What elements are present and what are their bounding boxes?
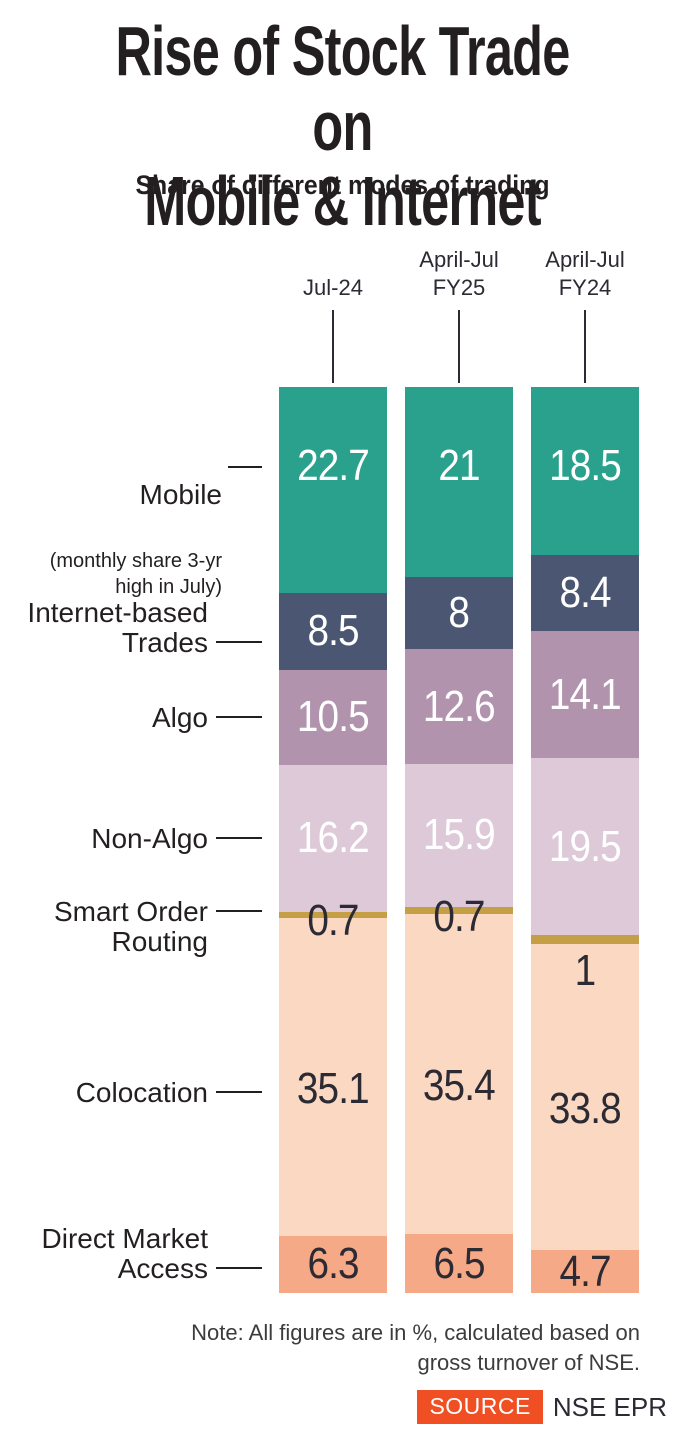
source-badge: SOURCE <box>417 1390 543 1424</box>
bar-segment: 19.5 <box>531 758 639 936</box>
bar-segment: 14.1 <box>531 630 639 759</box>
page-title: Rise of Stock Trade on Mobile & Internet <box>115 12 570 240</box>
bar-column-2: 18.5 8.4 14.1 19.5 1 33.8 4.7 <box>531 387 639 1293</box>
bar-value-label: 4.7 <box>559 1246 611 1296</box>
bar-value-label: 10.5 <box>297 692 370 742</box>
bar-value-label: 35.1 <box>297 1063 370 1113</box>
category-label-smart-order-routing: Smart Order Routing <box>53 896 208 957</box>
category-label-mobile: Mobile (monthly share 3-yr high in July) <box>50 450 222 630</box>
bar-segment: 33.8 <box>531 944 639 1251</box>
bar-value-label: 8.4 <box>559 567 611 617</box>
category-note: (monthly share 3-yr high in July) <box>49 550 222 598</box>
connector-line-direct-market-access <box>216 1267 262 1269</box>
header-tick-line <box>458 310 460 383</box>
bar-segment: 8.4 <box>531 554 639 631</box>
bar-segment: 18.5 <box>531 387 639 555</box>
bar-segment: 6.5 <box>405 1234 513 1294</box>
category-name: Mobile <box>139 479 222 510</box>
footnote: Note: All figures are in %, calculated b… <box>191 1320 640 1375</box>
bar-value-label: 16.2 <box>297 813 370 863</box>
bar-segment: 0.7 <box>279 898 387 942</box>
bar-value-label: 6.3 <box>307 1239 359 1289</box>
bar-value-label: 33.8 <box>549 1084 622 1134</box>
bar-segment: 35.1 <box>279 917 387 1236</box>
bar-segment: 8 <box>405 577 513 650</box>
column-header-jul-24: Jul-24 <box>303 275 363 300</box>
bar-segment: 1 <box>531 935 639 992</box>
bar-value-label: 1 <box>574 945 597 995</box>
column-header-april-jul-fy25: April-Jul FY25 <box>419 247 499 300</box>
bar-value-label: 8 <box>448 588 471 638</box>
bar-value-label: 18.5 <box>549 441 622 490</box>
bar-value-label: 8.5 <box>307 606 359 656</box>
bar-segment: 8.5 <box>279 592 387 670</box>
bar-value-label: 19.5 <box>549 821 622 871</box>
connector-line-algo <box>216 716 262 718</box>
bar-value-label: 0.7 <box>433 891 485 941</box>
bar-column-0: 22.7 8.5 10.5 16.2 0.7 35.1 6.3 <box>279 387 387 1293</box>
bar-segment: 4.7 <box>531 1246 639 1296</box>
bar-segment: 16.2 <box>279 764 387 912</box>
bar-segment: 6.3 <box>279 1235 387 1293</box>
bar-column-1: 21 8 12.6 15.9 0.7 35.4 6.5 <box>405 387 513 1294</box>
category-label-algo: Algo <box>151 702 208 733</box>
connector-line-smart-order-routing <box>216 910 262 912</box>
bar-segment: 21 <box>405 387 513 578</box>
bar-value-label: 6.5 <box>433 1238 485 1288</box>
connector-line-internet-based-trades <box>216 641 262 643</box>
category-label-non-algo: Non-Algo <box>91 823 208 854</box>
bar-segment: 12.6 <box>405 649 513 764</box>
bar-value-label: 0.7 <box>307 895 359 945</box>
source-row: SOURCE NSE EPR <box>417 1390 667 1424</box>
column-header-april-jul-fy24: April-Jul FY24 <box>545 247 625 300</box>
bar-value-label: 21 <box>438 441 480 490</box>
connector-line-mobile <box>228 466 262 468</box>
bar-value-label: 12.6 <box>423 681 496 731</box>
bar-value-label: 35.4 <box>423 1060 496 1110</box>
header-tick-line <box>332 310 334 383</box>
bar-value-label: 14.1 <box>549 669 622 719</box>
category-label-direct-market-access: Direct Market Access <box>41 1223 208 1284</box>
bar-segment: 35.4 <box>405 913 513 1235</box>
header-tick-line <box>584 310 586 383</box>
bar-segment: 22.7 <box>279 387 387 593</box>
page-subtitle: Share of different modes of trading <box>135 170 550 200</box>
bar-segment: 15.9 <box>405 763 513 908</box>
connector-line-colocation <box>216 1091 262 1093</box>
bar-segment: 10.5 <box>279 669 387 765</box>
bar-value-label: 22.7 <box>297 441 370 490</box>
category-label-internet-based-trades: Internet-based Trades <box>27 597 208 658</box>
source-value: NSE EPR <box>552 1391 667 1422</box>
bar-value-label: 15.9 <box>423 810 496 860</box>
connector-line-non-algo <box>216 837 262 839</box>
category-label-colocation: Colocation <box>75 1077 208 1108</box>
bar-segment: 0.7 <box>405 894 513 938</box>
